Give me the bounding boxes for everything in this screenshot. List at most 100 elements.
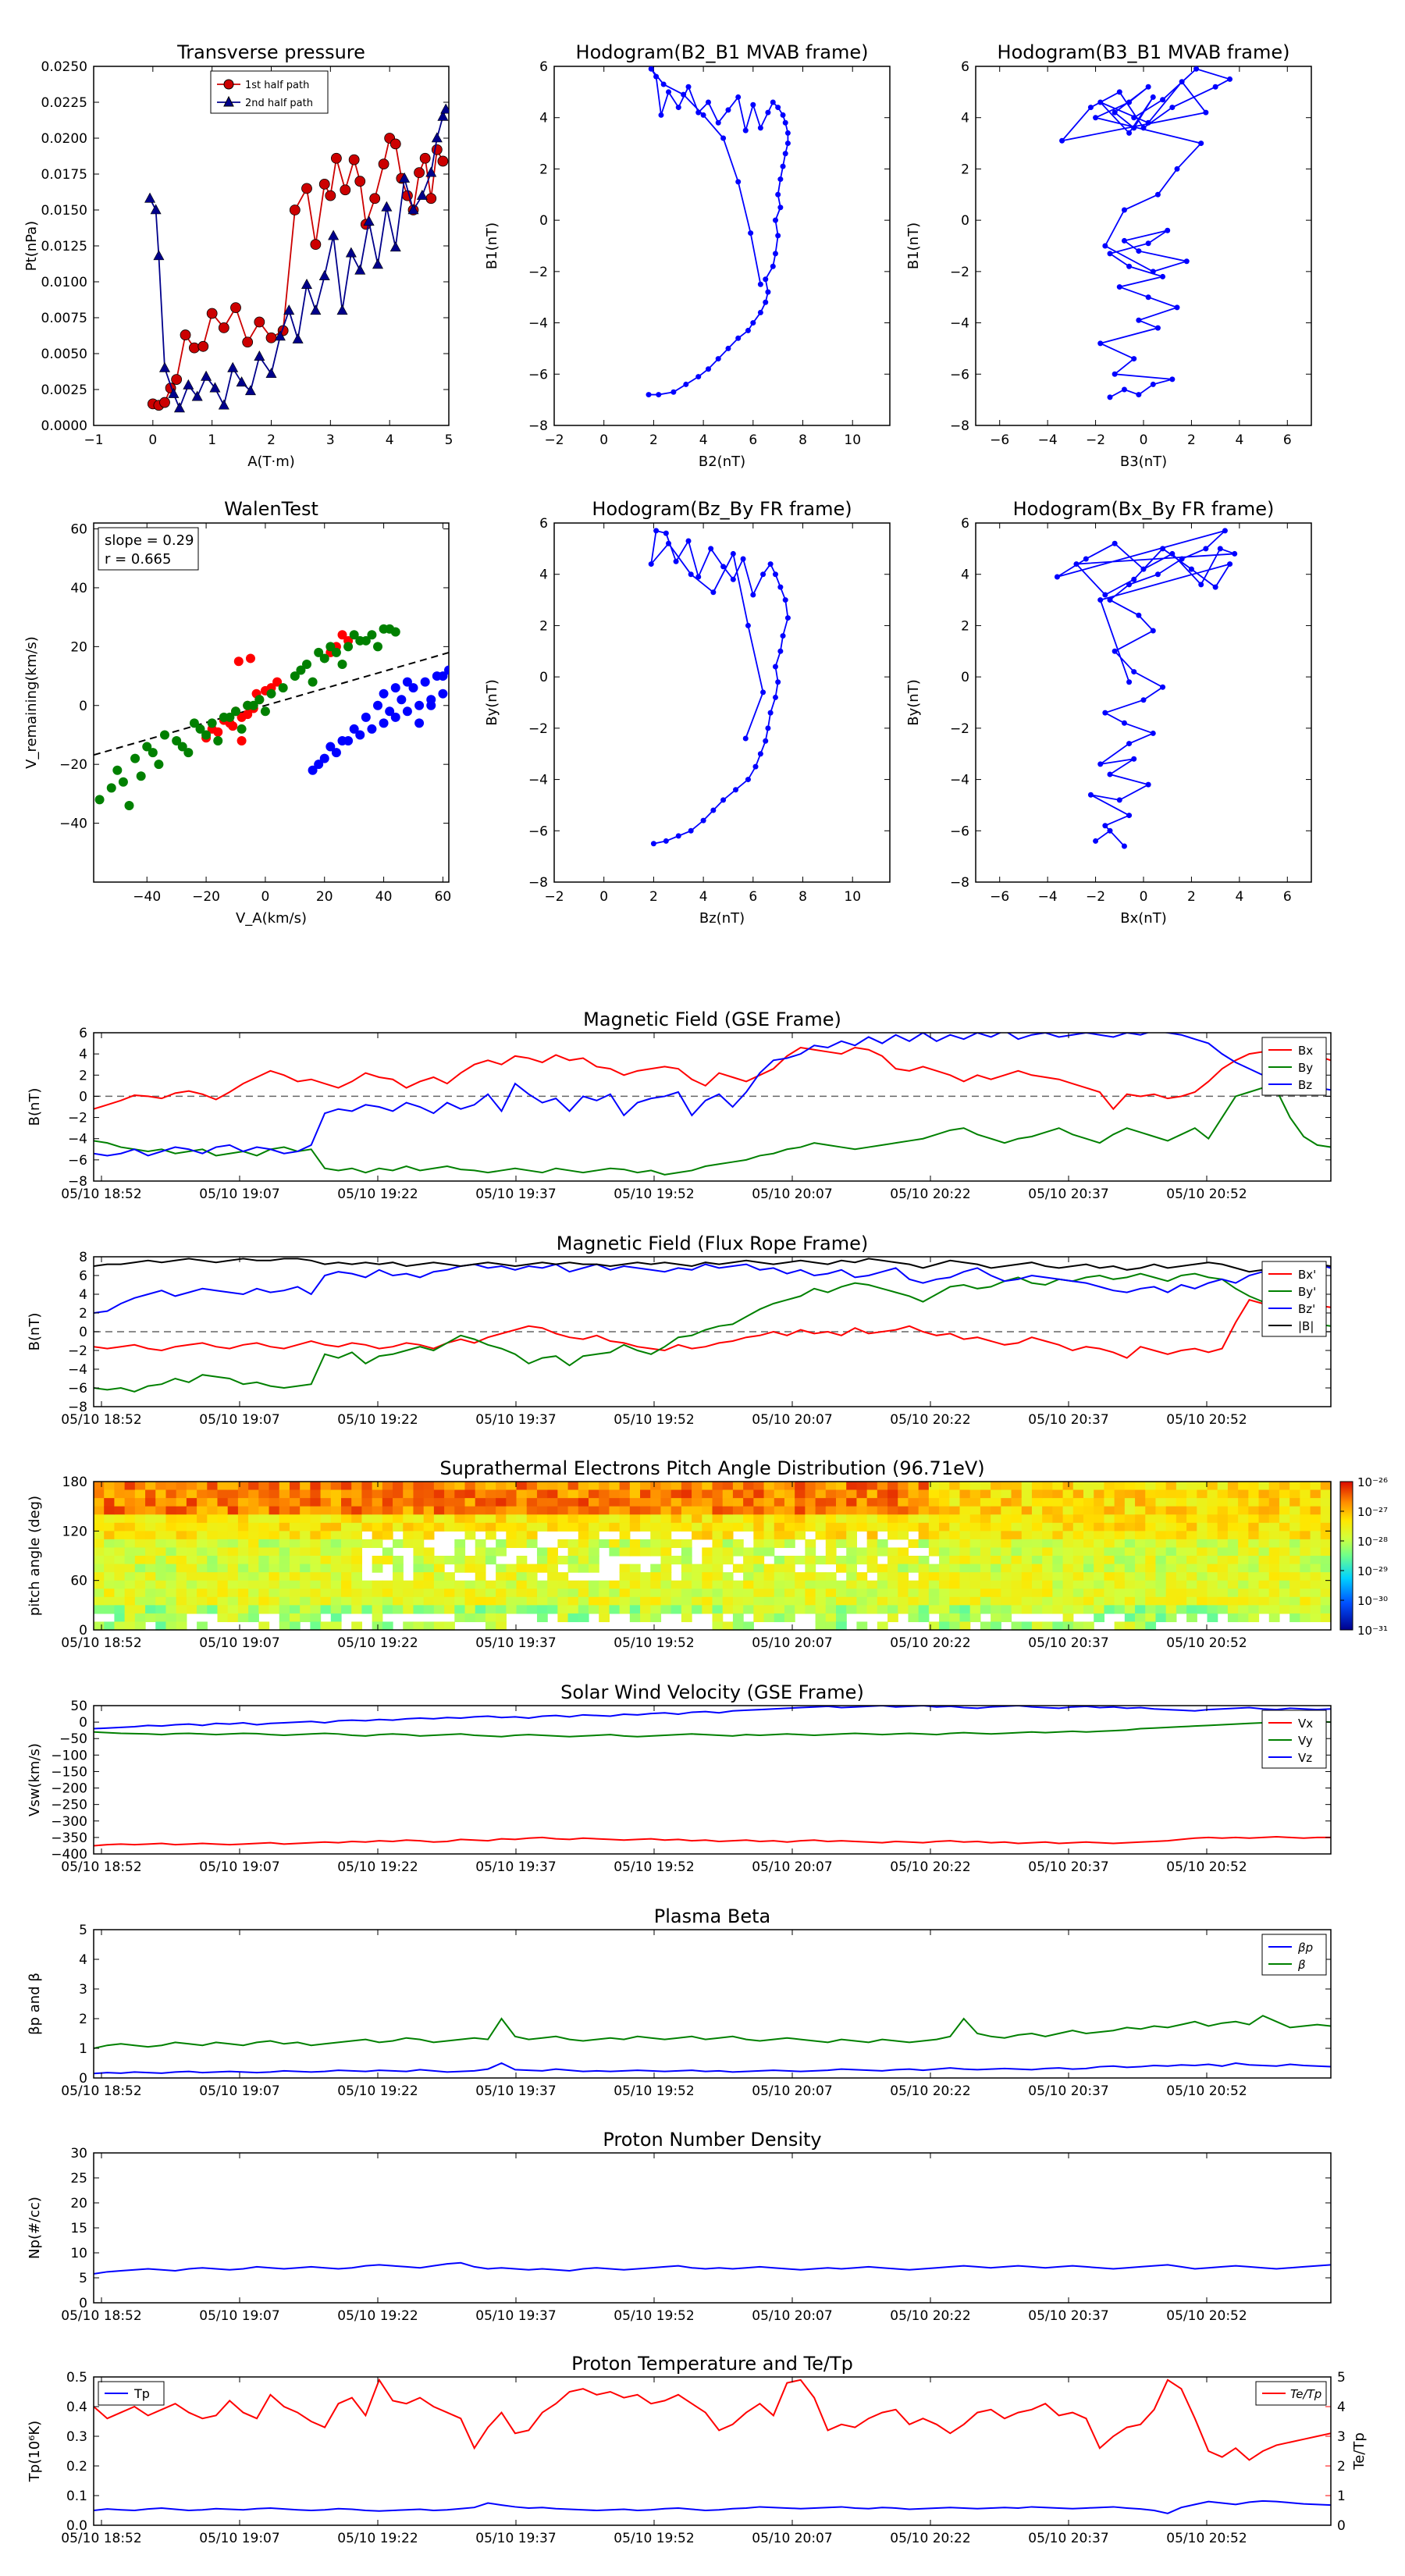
heatmap-cell <box>825 1489 837 1499</box>
heatmap-cell <box>1176 1572 1187 1582</box>
heatmap-cell <box>908 1514 919 1524</box>
heatmap-cell <box>805 1580 816 1589</box>
x-tick-label: 05/10 20:52 <box>1166 1635 1247 1651</box>
data-point <box>355 730 365 740</box>
heatmap-cell <box>176 1506 187 1515</box>
heatmap-cell <box>1186 1556 1197 1565</box>
heatmap-cell <box>712 1514 724 1524</box>
heatmap-cell <box>1207 1531 1218 1540</box>
heatmap-cell <box>1227 1613 1239 1623</box>
heatmap-cell <box>815 1621 827 1631</box>
heatmap-cell <box>176 1613 187 1623</box>
heatmap-cell <box>207 1605 219 1614</box>
y-tick-label: −2 <box>950 265 969 280</box>
heatmap-cell <box>815 1556 827 1565</box>
heatmap-cell <box>753 1556 765 1565</box>
heatmap-cell <box>980 1556 991 1565</box>
heatmap-cell <box>1062 1572 1074 1582</box>
heatmap-cell <box>609 1605 621 1614</box>
heatmap-cell <box>496 1613 507 1623</box>
heatmap-cell <box>1083 1539 1094 1549</box>
heatmap-cell <box>176 1605 187 1614</box>
heatmap-cell <box>1052 1556 1064 1565</box>
heatmap-cell <box>464 1564 476 1573</box>
heatmap-cell <box>722 1605 734 1614</box>
heatmap-cell <box>1124 1531 1136 1540</box>
heatmap-cell <box>1227 1564 1239 1573</box>
heatmap-cell <box>1279 1514 1290 1524</box>
heatmap-cell <box>1042 1531 1053 1540</box>
data-point <box>1198 582 1204 588</box>
heatmap-cell <box>722 1556 734 1565</box>
heatmap-cell <box>464 1498 476 1507</box>
data-point <box>1121 207 1127 213</box>
heatmap-cell <box>393 1564 404 1573</box>
data-point <box>414 718 425 728</box>
x-tick-label: −6 <box>990 889 1009 905</box>
heatmap-cell <box>506 1589 518 1598</box>
heatmap-cell <box>114 1613 126 1623</box>
heatmap-cell <box>784 1605 795 1614</box>
data-point <box>1059 137 1065 144</box>
heatmap-cell <box>1300 1589 1311 1598</box>
heatmap-cell <box>485 1589 496 1598</box>
heatmap-cell <box>660 1531 672 1540</box>
data-point <box>1150 94 1156 100</box>
heatmap-cell <box>815 1613 827 1623</box>
heatmap-cell <box>702 1580 713 1589</box>
x-tick-label: 4 <box>699 889 708 905</box>
x-tick-label: 8 <box>799 889 807 905</box>
heatmap-cell <box>1300 1547 1311 1557</box>
heatmap-cell <box>1094 1605 1105 1614</box>
heatmap-cell <box>526 1514 538 1524</box>
heatmap-cell <box>114 1621 126 1631</box>
heatmap-cell <box>393 1498 404 1507</box>
series-line <box>94 1720 1331 1738</box>
heatmap-cell <box>753 1522 765 1532</box>
heatmap-cell <box>784 1556 795 1565</box>
heatmap-cell <box>155 1539 167 1549</box>
data-point <box>1136 248 1142 254</box>
chart-title: Hodogram(Bx_By FR frame) <box>1013 498 1275 520</box>
heatmap-cell <box>1052 1596 1064 1606</box>
heatmap-cell <box>969 1506 981 1515</box>
x-tick-label: 2 <box>267 432 276 448</box>
data-point <box>206 308 218 319</box>
heatmap-cell <box>165 1564 177 1573</box>
heatmap-cell <box>1094 1489 1105 1499</box>
heatmap-cell <box>269 1596 280 1606</box>
y-tick-label: 10 <box>70 2246 87 2261</box>
data-point <box>148 748 158 758</box>
heatmap-cell <box>774 1498 785 1507</box>
y-tick-label: 0.0125 <box>41 239 87 254</box>
heatmap-cell <box>918 1482 930 1491</box>
heatmap-cell <box>536 1506 548 1515</box>
heatmap-cell <box>433 1564 445 1573</box>
heatmap-cell <box>124 1556 136 1565</box>
heatmap-cell <box>536 1580 548 1589</box>
heatmap-cell <box>433 1514 445 1524</box>
heatmap-cell <box>207 1522 219 1532</box>
heatmap-cell <box>991 1572 1001 1582</box>
heatmap-cell <box>660 1539 672 1549</box>
heatmap-cell <box>589 1539 599 1549</box>
heatmap-cell <box>248 1489 259 1499</box>
heatmap-cell <box>1052 1580 1064 1589</box>
heatmap-cell <box>589 1482 599 1491</box>
heatmap-cell <box>650 1522 662 1532</box>
legend-label: Bz <box>1298 1078 1312 1092</box>
heatmap-cell <box>692 1489 702 1499</box>
heatmap-cell <box>134 1506 146 1515</box>
heatmap-cell <box>382 1482 393 1491</box>
heatmap-cell <box>310 1522 322 1532</box>
data-point <box>245 653 255 664</box>
y-tick-label: 50 <box>70 1699 87 1714</box>
heatmap-cell <box>959 1531 971 1540</box>
heatmap-cell <box>351 1621 363 1631</box>
heatmap-cell <box>217 1498 229 1507</box>
heatmap-cell <box>1094 1547 1105 1557</box>
data-point <box>197 340 209 352</box>
data-point <box>782 597 788 603</box>
heatmap-cell <box>433 1489 445 1499</box>
heatmap-cell <box>155 1489 167 1499</box>
